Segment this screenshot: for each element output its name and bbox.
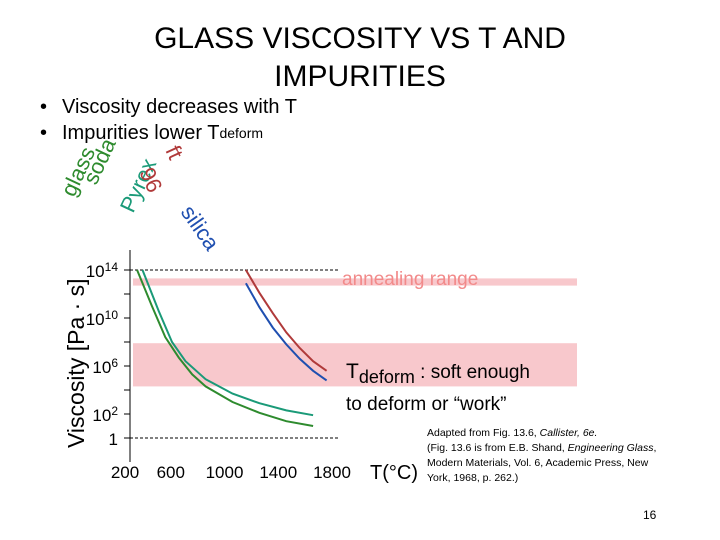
page-number: 16 [643, 508, 657, 522]
deform-annotation-line1: Tdeform : soft enough [346, 360, 530, 387]
bullet-item-1: • Viscosity decreases with T [40, 94, 297, 120]
series-line-0 [136, 269, 314, 427]
caption-text: Adapted from Fig. 13.6, [427, 427, 540, 439]
x-tick-label: 200 [111, 463, 139, 482]
y-tick-label: 106 [92, 356, 118, 377]
x-tick-label: 1400 [259, 463, 297, 482]
x-tick-label: 600 [157, 463, 185, 482]
y-axis-label: Viscosity [Pa · s] [63, 278, 89, 448]
series-line-1 [141, 269, 314, 417]
series-line-2 [245, 269, 328, 372]
y-tick-label: 1014 [86, 260, 119, 281]
caption-text: (Fig. 13.6 is from E.B. Shand, [427, 442, 568, 454]
annealing-range-label: annealing range [342, 269, 478, 290]
x-tick-label: 1000 [206, 463, 244, 482]
x-axis-label: T(°C) [370, 462, 418, 484]
deform-annotation-line2: to deform or “work” [346, 394, 506, 415]
title-line-1: GLASS VISCOSITY VS T AND [154, 22, 566, 55]
bullet-glyph: • [40, 122, 48, 144]
y-tick-label: 1 [109, 430, 118, 449]
bullet-text-2: Impurities lower T [62, 122, 220, 144]
x-tick-label: 1800 [313, 463, 351, 482]
bullet-list: • Viscosity decreases with T • Impuritie… [40, 94, 297, 146]
annealing-band [133, 278, 577, 286]
y-tick-label: 102 [92, 404, 118, 425]
bullet-text-1: Viscosity decreases with T [62, 96, 297, 118]
figure-caption: Adapted from Fig. 13.6, Callister, 6e. (… [427, 426, 667, 486]
series-label-ft: ft [160, 142, 188, 164]
slide-title: GLASS VISCOSITY VS T AND IMPURITIES [0, 20, 720, 96]
bullet-glyph: • [40, 96, 48, 118]
series-line-3 [245, 282, 328, 382]
caption-italic: Callister, 6e. [539, 427, 598, 439]
y-tick-label: 1010 [86, 308, 119, 329]
caption-text: , Modern Materials, Vol. 6, Academic Pre… [427, 442, 657, 484]
title-line-2: IMPURITIES [274, 60, 446, 93]
series-label-silica: silica [176, 201, 225, 256]
caption-italic: Engineering Glass [567, 442, 654, 454]
bullet-subscript: deform [219, 125, 264, 141]
